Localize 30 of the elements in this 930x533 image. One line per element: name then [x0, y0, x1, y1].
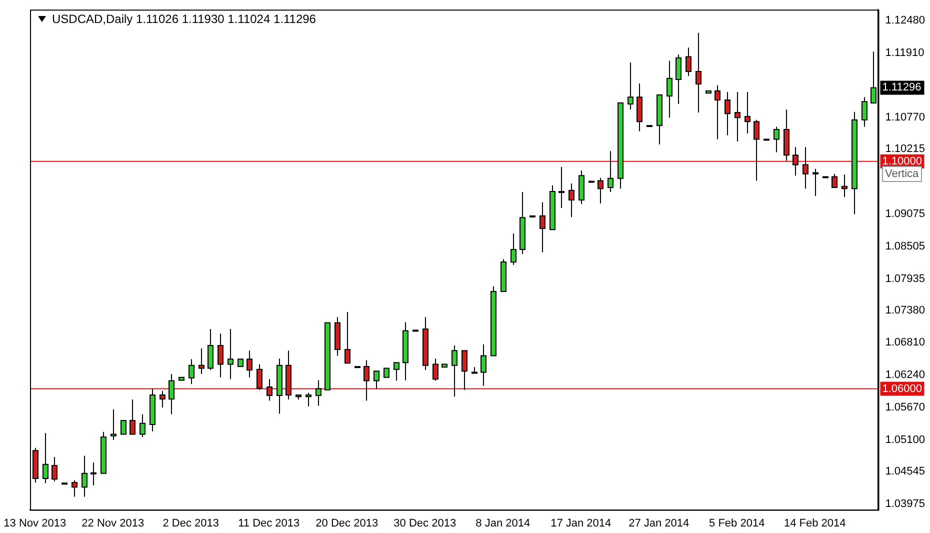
- y-tick-label: 1.12480: [885, 14, 926, 26]
- y-tick-label: 1.03975: [885, 498, 926, 510]
- x-tick-label: 30 Dec 2013: [394, 517, 456, 530]
- y-tick-label: 1.05100: [885, 434, 926, 446]
- y-tick-label: 1.07935: [885, 272, 926, 285]
- annotation: 1.11296: [882, 82, 922, 94]
- y-tick-label: 1.11910: [885, 46, 924, 59]
- x-tick-label: 13 Nov 2013: [4, 517, 66, 530]
- ref-line-label: 1.10000: [882, 155, 922, 168]
- y-tick-label: 1.08505: [885, 240, 926, 252]
- y-tick-label: 1.04545: [885, 465, 926, 478]
- y-tick-label: 1.06240: [885, 369, 926, 382]
- x-tick-label: 14 Feb 2014: [784, 517, 846, 530]
- y-tick-label: 1.09075: [885, 208, 926, 220]
- x-tick-label: 27 Jan 2014: [628, 517, 690, 530]
- x-tick-label: 2 Dec 2013: [162, 517, 220, 530]
- y-tick-label: 1.07380: [885, 304, 926, 316]
- y-tick-label: 1.10215: [885, 143, 926, 156]
- x-tick-label: 20 Dec 2013: [316, 517, 378, 530]
- x-tick-label: 22 Nov 2013: [82, 517, 144, 530]
- x-tick-label: 17 Jan 2014: [550, 517, 612, 530]
- x-tick-label: 11 Dec 2013: [238, 517, 300, 530]
- text: Vertica: [882, 166, 922, 182]
- x-tick-label: 8 Jan 2014: [476, 517, 530, 530]
- ref-line-label: 1.06000: [882, 382, 922, 395]
- y-tick-label: 1.05670: [885, 402, 926, 414]
- y-tick-label: 1.10770: [885, 112, 926, 124]
- chart-title: USDCAD,Daily 1.11026 1.11930 1.11024 1.11296: [52, 12, 316, 26]
- y-tick-label: 1.06810: [885, 336, 926, 349]
- x-tick-label: 5 Feb 2014: [709, 517, 765, 530]
